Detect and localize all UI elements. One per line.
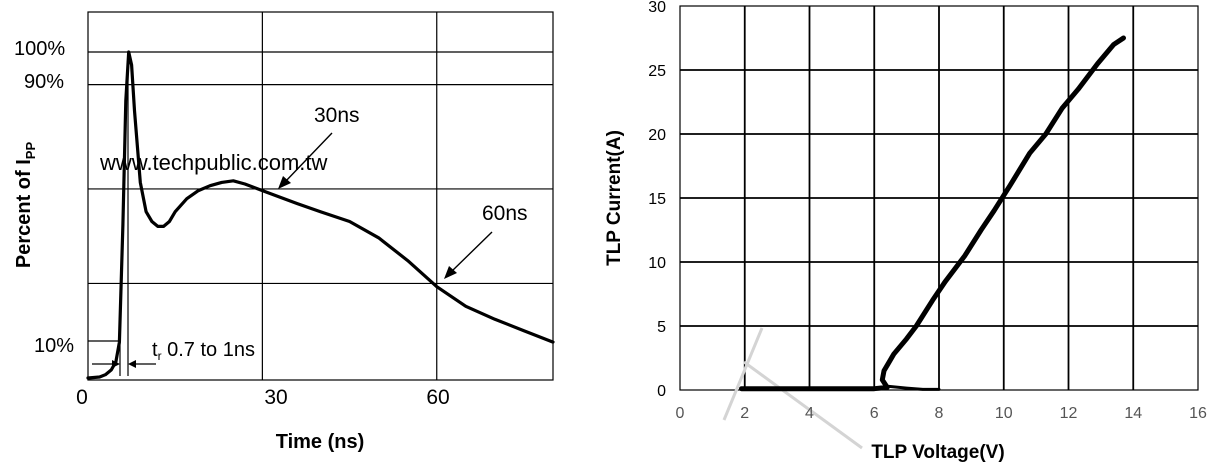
tlp-iv-snapback-trace xyxy=(885,384,941,391)
right-x-tick-label: 12 xyxy=(1060,405,1078,422)
rise-time-t: t xyxy=(152,339,158,361)
left-chart: 100% 90% 10% 0 30 60 Time (ns) Percent o… xyxy=(13,11,555,453)
right-grid xyxy=(680,6,1198,390)
left-waveform-line xyxy=(86,50,555,380)
right-y-tick-label: 0 xyxy=(657,383,666,400)
right-x-tick-label: 4 xyxy=(805,405,814,422)
arrow-60ns-shaft xyxy=(450,231,493,273)
left-y-tick-label: 10% xyxy=(34,335,74,357)
right-x-tick-label: 2 xyxy=(740,405,749,422)
left-y-axis-label-subscript: PP xyxy=(23,142,38,160)
left-x-axis-label: Time (ns) xyxy=(276,431,365,453)
right-chart: 0 2 4 6 8 10 12 14 16 0 5 10 15 20 25 30 TLP Voltage(V)… xyxy=(604,0,1207,463)
left-x-tick-label: 0 xyxy=(76,386,88,409)
right-x-tick-label: 8 xyxy=(935,405,944,422)
annotation-60ns: 60ns xyxy=(482,202,528,225)
left-x-tick-label: 60 xyxy=(426,386,449,409)
arrow-30ns-shaft xyxy=(283,132,333,184)
right-y-tick-label: 15 xyxy=(648,191,666,208)
right-y-tick-label: 25 xyxy=(648,63,666,80)
right-y-tick-label: 5 xyxy=(657,319,666,336)
arrow-30ns-head xyxy=(278,176,291,189)
right-x-tick-label: 10 xyxy=(995,405,1013,422)
left-x-tick-label: 30 xyxy=(264,386,287,409)
arrow-60ns-head xyxy=(444,266,457,279)
right-y-axis-label: TLP Current(A) xyxy=(604,130,625,266)
left-y-tick-label: 90% xyxy=(24,71,64,93)
tlp-iv-curve xyxy=(739,35,1126,392)
right-y-tick-label: 30 xyxy=(648,0,666,16)
rise-time-subscript: r xyxy=(158,349,162,363)
right-y-tick-label: 20 xyxy=(648,127,666,144)
annotation-30ns: 30ns xyxy=(314,104,360,127)
left-y-axis-label-main: Percent of I xyxy=(13,159,35,268)
right-x-tick-label: 14 xyxy=(1124,405,1142,422)
right-x-tick-label: 6 xyxy=(870,405,879,422)
left-y-tick-label: 100% xyxy=(14,38,65,60)
watermark-logo xyxy=(722,327,863,450)
rise-time-text: 0.7 to 1ns xyxy=(162,339,255,361)
left-grid xyxy=(88,12,553,380)
right-tick-labels: 0 2 4 6 8 10 12 14 16 0 5 10 15 20 25 30 xyxy=(648,0,1207,422)
right-x-tick-label: 0 xyxy=(676,405,685,422)
left-plot-frame xyxy=(87,11,554,381)
right-x-axis-label: TLP Voltage(V) xyxy=(871,442,1004,463)
rise-time-annotation: tr 0.7 to 1ns xyxy=(152,339,255,363)
right-y-tick-label: 10 xyxy=(648,255,666,272)
watermark-techpublic: www.techpublic.com.tw xyxy=(99,150,328,175)
right-x-tick-label: 16 xyxy=(1189,405,1207,422)
left-y-axis-label: Percent of IPP xyxy=(13,142,38,269)
rise-arrowhead-right xyxy=(128,360,136,368)
